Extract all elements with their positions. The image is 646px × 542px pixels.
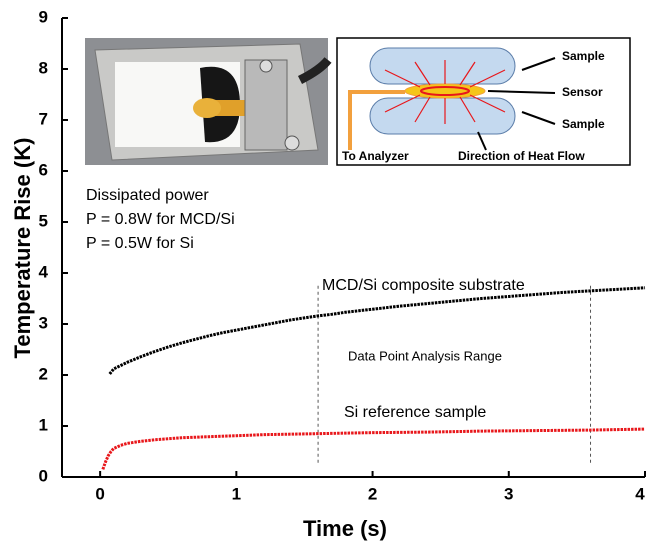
annotation: Data Point Analysis Range <box>348 348 502 363</box>
series-label: Si reference sample <box>344 404 486 421</box>
y-tick-label: 4 <box>39 262 49 281</box>
inset-label: Sensor <box>562 85 603 99</box>
series-line <box>101 427 646 470</box>
inset-label: Direction of Heat Flow <box>458 149 585 163</box>
x-tick-label: 1 <box>232 484 241 503</box>
inset-label: Sample <box>562 117 605 131</box>
inset-diagram <box>336 37 631 166</box>
series-line <box>108 286 646 375</box>
y-tick-label: 8 <box>39 58 48 77</box>
y-axis-title: Temperature Rise (K) <box>10 138 35 359</box>
annotation: P = 0.8W for MCD/Si <box>86 211 235 228</box>
annotation: Dissipated power <box>86 187 209 204</box>
x-tick-label: 0 <box>95 484 104 503</box>
x-tick-label: 3 <box>504 484 513 503</box>
y-tick-label: 9 <box>39 7 48 26</box>
annotation: P = 0.5W for Si <box>86 235 194 252</box>
y-tick-label: 2 <box>39 364 48 383</box>
y-tick-label: 1 <box>39 415 48 434</box>
y-tick-label: 0 <box>39 466 48 485</box>
x-axis-title: Time (s) <box>303 516 387 541</box>
y-tick-label: 7 <box>39 109 48 128</box>
y-tick-label: 6 <box>39 160 48 179</box>
series-label: MCD/Si composite substrate <box>322 277 525 294</box>
inset-label: To Analyzer <box>342 149 409 163</box>
y-tick-label: 3 <box>39 313 48 332</box>
inset-label: Sample <box>562 49 605 63</box>
x-tick-label: 2 <box>368 484 377 503</box>
inset-photo <box>85 38 332 165</box>
y-tick-label: 5 <box>39 211 48 230</box>
x-tick-label: 4 <box>635 484 645 503</box>
